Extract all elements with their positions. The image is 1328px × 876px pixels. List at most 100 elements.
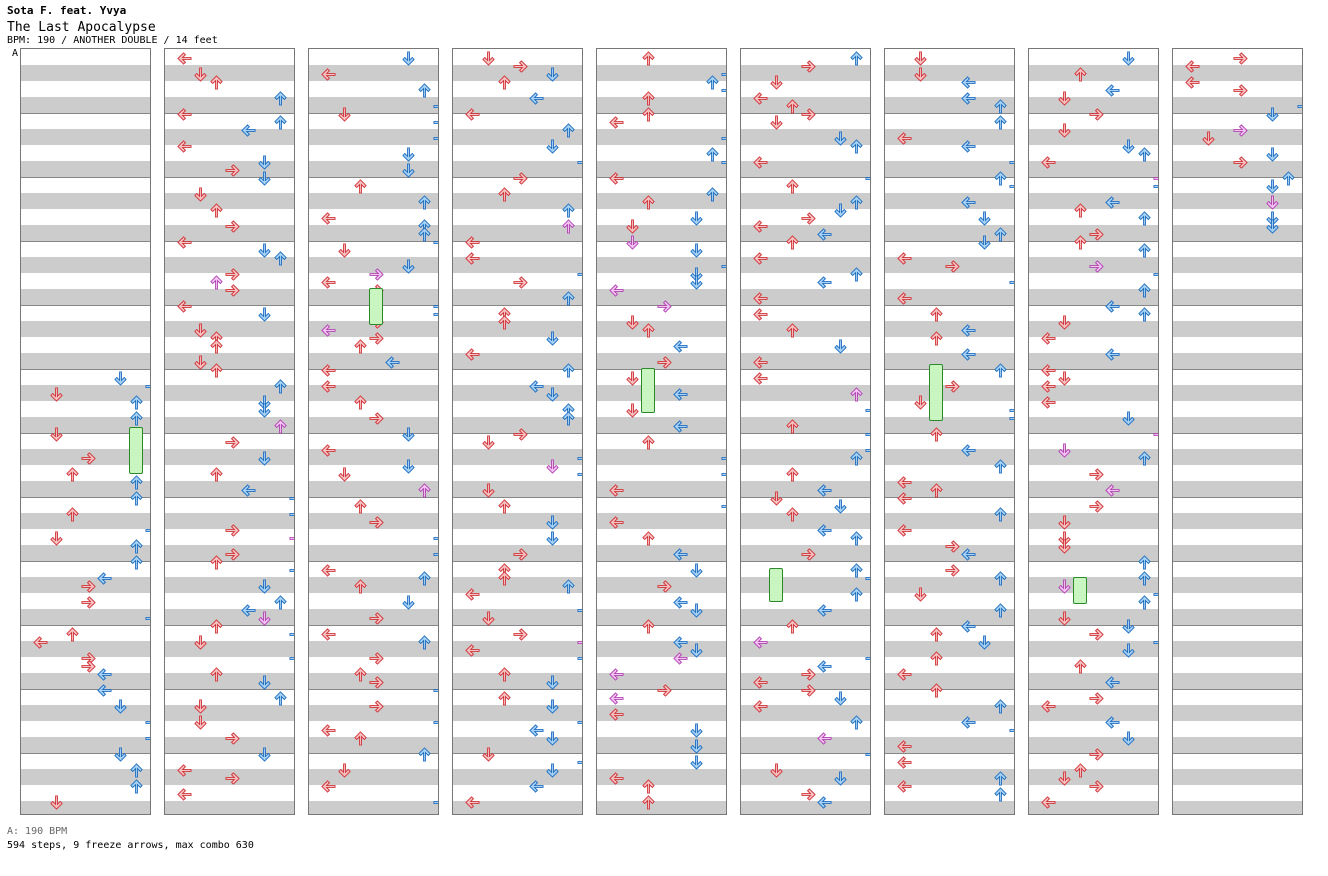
- measure-line: [165, 561, 294, 562]
- measure-line: [453, 561, 582, 562]
- measure-line: [165, 113, 294, 114]
- measure-line: [21, 497, 150, 498]
- measure-line: [165, 753, 294, 754]
- measure-line: [597, 369, 726, 370]
- up-arrow-icon: [417, 195, 432, 210]
- right-arrow-icon: [1153, 587, 1158, 602]
- up-arrow-icon: [417, 83, 432, 98]
- chart-column: [452, 48, 583, 815]
- freeze-arrow: [929, 364, 943, 421]
- down-arrow-icon: [401, 147, 416, 162]
- right-arrow-icon: [577, 603, 582, 618]
- up-arrow-icon: [993, 363, 1008, 378]
- left-arrow-icon: [897, 475, 912, 490]
- right-arrow-icon: [1233, 123, 1248, 138]
- right-arrow-icon: [721, 499, 726, 514]
- right-arrow-icon: [945, 259, 960, 274]
- right-arrow-icon: [289, 491, 294, 506]
- measure-line: [309, 113, 438, 114]
- right-arrow-icon: [369, 411, 384, 426]
- measure-line: [165, 177, 294, 178]
- left-arrow-icon: [1105, 347, 1120, 362]
- down-arrow-icon: [257, 171, 272, 186]
- up-arrow-icon: [849, 267, 864, 282]
- measure-line: [1173, 369, 1302, 370]
- right-arrow-icon: [865, 443, 870, 458]
- left-arrow-icon: [177, 235, 192, 250]
- up-arrow-icon: [561, 291, 576, 306]
- left-arrow-icon: [897, 251, 912, 266]
- measure-line: [453, 753, 582, 754]
- measure-line: [597, 113, 726, 114]
- measure-line: [309, 433, 438, 434]
- up-arrow-icon: [849, 139, 864, 154]
- down-arrow-icon: [913, 67, 928, 82]
- up-arrow-icon: [641, 91, 656, 106]
- left-arrow-icon: [177, 299, 192, 314]
- measure-line: [1029, 369, 1158, 370]
- up-arrow-icon: [497, 187, 512, 202]
- up-arrow-icon: [561, 203, 576, 218]
- left-arrow-icon: [529, 723, 544, 738]
- down-arrow-icon: [1265, 219, 1280, 234]
- right-arrow-icon: [657, 579, 672, 594]
- up-arrow-icon: [641, 435, 656, 450]
- measure-line: [453, 369, 582, 370]
- down-arrow-icon: [49, 387, 64, 402]
- down-arrow-icon: [1121, 731, 1136, 746]
- measure-line: [885, 433, 1014, 434]
- up-arrow-icon: [129, 411, 144, 426]
- right-arrow-icon: [1089, 499, 1104, 514]
- up-arrow-icon: [129, 395, 144, 410]
- down-arrow-icon: [257, 307, 272, 322]
- measure-line: [1029, 305, 1158, 306]
- up-arrow-icon: [993, 459, 1008, 474]
- down-arrow-icon: [481, 483, 496, 498]
- down-arrow-icon: [193, 699, 208, 714]
- right-arrow-icon: [721, 155, 726, 170]
- down-arrow-icon: [769, 763, 784, 778]
- right-arrow-icon: [1009, 275, 1014, 290]
- left-arrow-icon: [241, 123, 256, 138]
- down-arrow-icon: [1057, 315, 1072, 330]
- left-arrow-icon: [753, 635, 768, 650]
- chart-column: [20, 48, 151, 815]
- down-arrow-icon: [977, 635, 992, 650]
- left-arrow-icon: [321, 275, 336, 290]
- up-arrow-icon: [353, 667, 368, 682]
- left-arrow-icon: [753, 291, 768, 306]
- up-arrow-icon: [785, 99, 800, 114]
- up-arrow-icon: [929, 627, 944, 642]
- measure-line: [1029, 241, 1158, 242]
- left-arrow-icon: [1041, 155, 1056, 170]
- right-arrow-icon: [1089, 227, 1104, 242]
- measure-line: [21, 561, 150, 562]
- down-arrow-icon: [49, 427, 64, 442]
- right-arrow-icon: [225, 283, 240, 298]
- down-arrow-icon: [1057, 123, 1072, 138]
- right-arrow-icon: [577, 267, 582, 282]
- right-arrow-icon: [369, 699, 384, 714]
- down-arrow-icon: [913, 51, 928, 66]
- measure-line: [1173, 625, 1302, 626]
- measure-line: [165, 689, 294, 690]
- left-arrow-icon: [961, 75, 976, 90]
- measure-line: [885, 625, 1014, 626]
- left-arrow-icon: [961, 91, 976, 106]
- up-arrow-icon: [561, 123, 576, 138]
- measure-line: [165, 625, 294, 626]
- measure-line: [1173, 753, 1302, 754]
- up-arrow-icon: [497, 667, 512, 682]
- right-arrow-icon: [433, 115, 438, 130]
- left-arrow-icon: [177, 139, 192, 154]
- right-arrow-icon: [81, 659, 96, 674]
- left-arrow-icon: [609, 515, 624, 530]
- down-arrow-icon: [689, 563, 704, 578]
- right-arrow-icon: [577, 155, 582, 170]
- right-arrow-icon: [369, 651, 384, 666]
- left-arrow-icon: [609, 691, 624, 706]
- down-arrow-icon: [545, 699, 560, 714]
- right-arrow-icon: [81, 579, 96, 594]
- up-arrow-icon: [1073, 67, 1088, 82]
- down-arrow-icon: [1057, 443, 1072, 458]
